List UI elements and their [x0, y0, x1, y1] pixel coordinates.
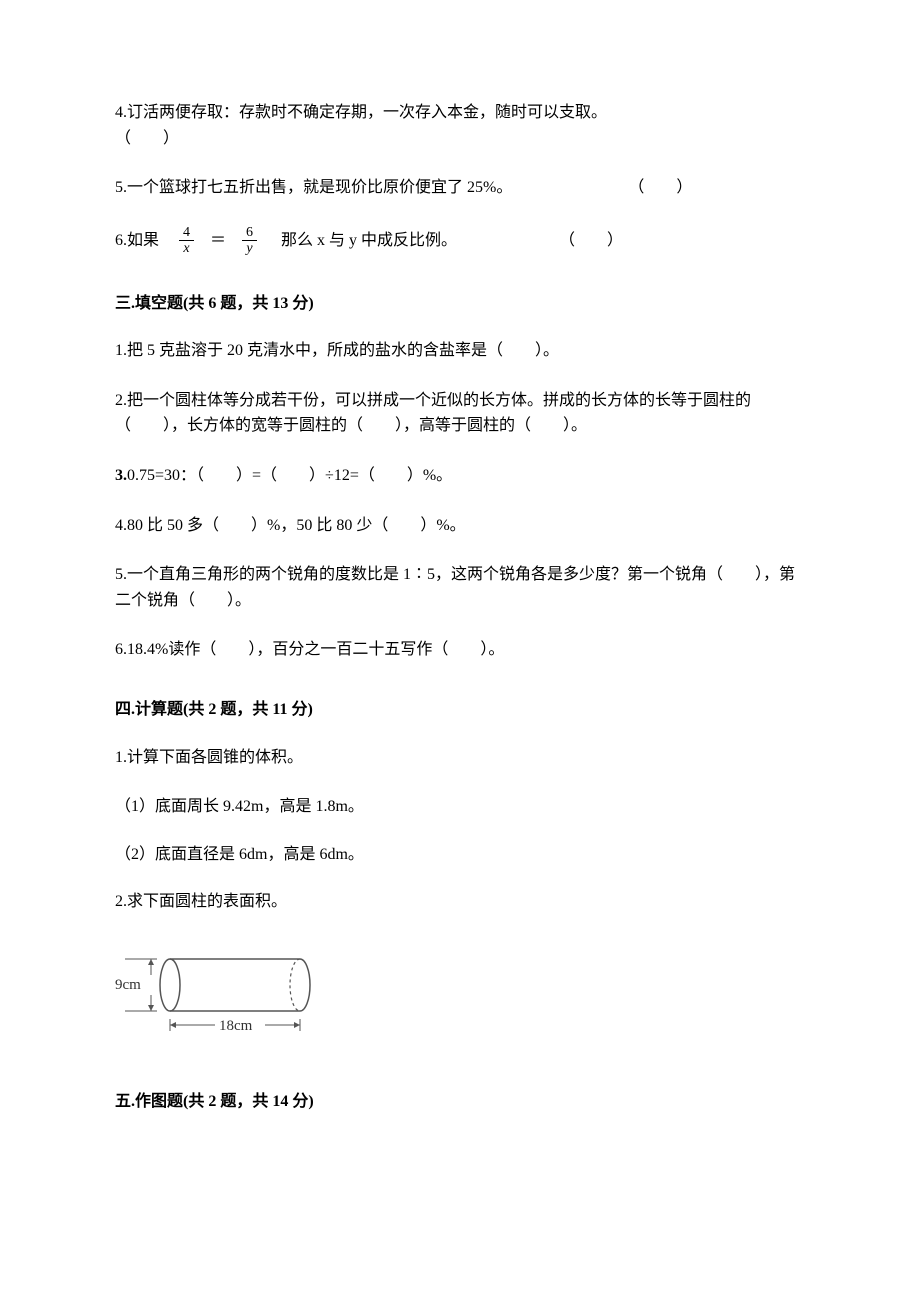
s4-q1: 1.计算下面各圆锥的体积。: [115, 745, 805, 771]
q4-paren: （ ）: [115, 126, 805, 152]
height-label: 9cm: [115, 977, 141, 993]
q6-frac1-den: x: [179, 241, 194, 256]
s3-q4: 4.80 比 50 多（ ）%，50 比 80 少（ ）%。: [115, 513, 805, 539]
s3-q3-num: 3.: [115, 467, 127, 484]
q4-text: 订活两便存取：存款时不确定存期，一次存入本金，随时可以支取。: [127, 104, 607, 121]
s3-q3: 3.0.75=30：（ ）=（ ）÷12=（ ）%。: [115, 463, 805, 489]
q6-paren: （ ）: [559, 228, 623, 254]
s3-q3-rest: 0.75=30：（ ）=（ ）÷12=（ ）%。: [127, 467, 452, 484]
s4-q1-sub1: （1）底面周长 9.42m，高是 1.8m。: [115, 794, 805, 820]
s3-q2: 2.把一个圆柱体等分成若干份，可以拼成一个近似的长方体。拼成的长方体的长等于圆柱…: [115, 388, 805, 439]
q6-suffix: 那么 x 与 y 中成反比例。: [281, 228, 457, 254]
cylinder-svg: 9cm 18cm: [115, 939, 335, 1049]
question-4: 4.订活两便存取：存款时不确定存期，一次存入本金，随时可以支取。 （ ）: [115, 100, 805, 151]
q5-text: 5.一个篮球打七五折出售，就是现价比原价便宜了 25%。: [115, 175, 512, 201]
q6-frac2: 6 y: [242, 225, 257, 257]
q6-frac2-num: 6: [242, 225, 257, 241]
section-5-heading: 五.作图题(共 2 题，共 14 分): [115, 1089, 805, 1115]
s3-q1: 1.把 5 克盐溶于 20 克清水中，所成的盐水的含盐率是（ ）。: [115, 338, 805, 364]
s4-q1-sub2: （2）底面直径是 6dm，高是 6dm。: [115, 842, 805, 868]
cylinder-figure: 9cm 18cm: [115, 939, 805, 1049]
q6-frac1: 4 x: [179, 225, 194, 257]
q6-eq: ＝: [210, 228, 226, 254]
section-4-heading: 四.计算题(共 2 题，共 11 分): [115, 697, 805, 723]
q4-num: 4.: [115, 104, 127, 121]
s3-q6: 6.18.4%读作（ ），百分之一百二十五写作（ ）。: [115, 637, 805, 663]
width-label: 18cm: [219, 1018, 253, 1034]
question-5: 5.一个篮球打七五折出售，就是现价比原价便宜了 25%。 （ ）: [115, 175, 805, 201]
q6-frac2-den: y: [242, 241, 257, 256]
question-6: 6.如果 4 x ＝ 6 y 那么 x 与 y 中成反比例。 （ ）: [115, 225, 805, 257]
q4-line1: 4.订活两便存取：存款时不确定存期，一次存入本金，随时可以支取。: [115, 100, 805, 126]
s3-q5: 5.一个直角三角形的两个锐角的度数比是 1∶5，这两个锐角各是多少度？第一个锐角…: [115, 562, 805, 613]
q6-prefix: 6.如果: [115, 228, 159, 254]
q5-paren: （ ）: [628, 175, 692, 201]
q6-frac1-num: 4: [179, 225, 194, 241]
s4-q2: 2.求下面圆柱的表面积。: [115, 889, 805, 915]
section-3-heading: 三.填空题(共 6 题，共 13 分): [115, 291, 805, 317]
